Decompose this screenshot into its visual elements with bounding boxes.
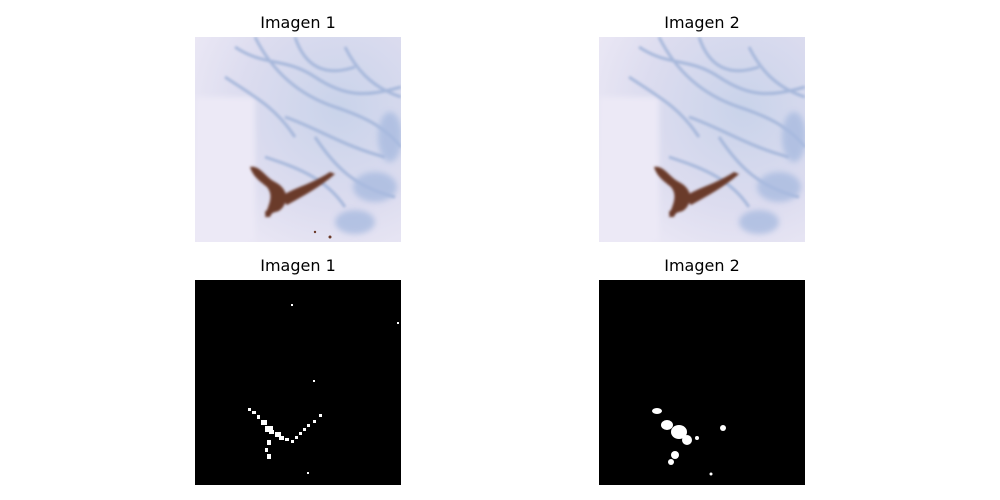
panel-title-2: Imagen 2 bbox=[664, 13, 740, 32]
panel-title-1: Imagen 1 bbox=[260, 13, 336, 32]
panel-title-3: Imagen 1 bbox=[260, 256, 336, 275]
mask-image-1 bbox=[195, 280, 401, 485]
tissue-image-1 bbox=[195, 37, 401, 242]
mask-image-2 bbox=[599, 280, 805, 485]
panel-title-4: Imagen 2 bbox=[664, 256, 740, 275]
tissue-image-2 bbox=[599, 37, 805, 242]
